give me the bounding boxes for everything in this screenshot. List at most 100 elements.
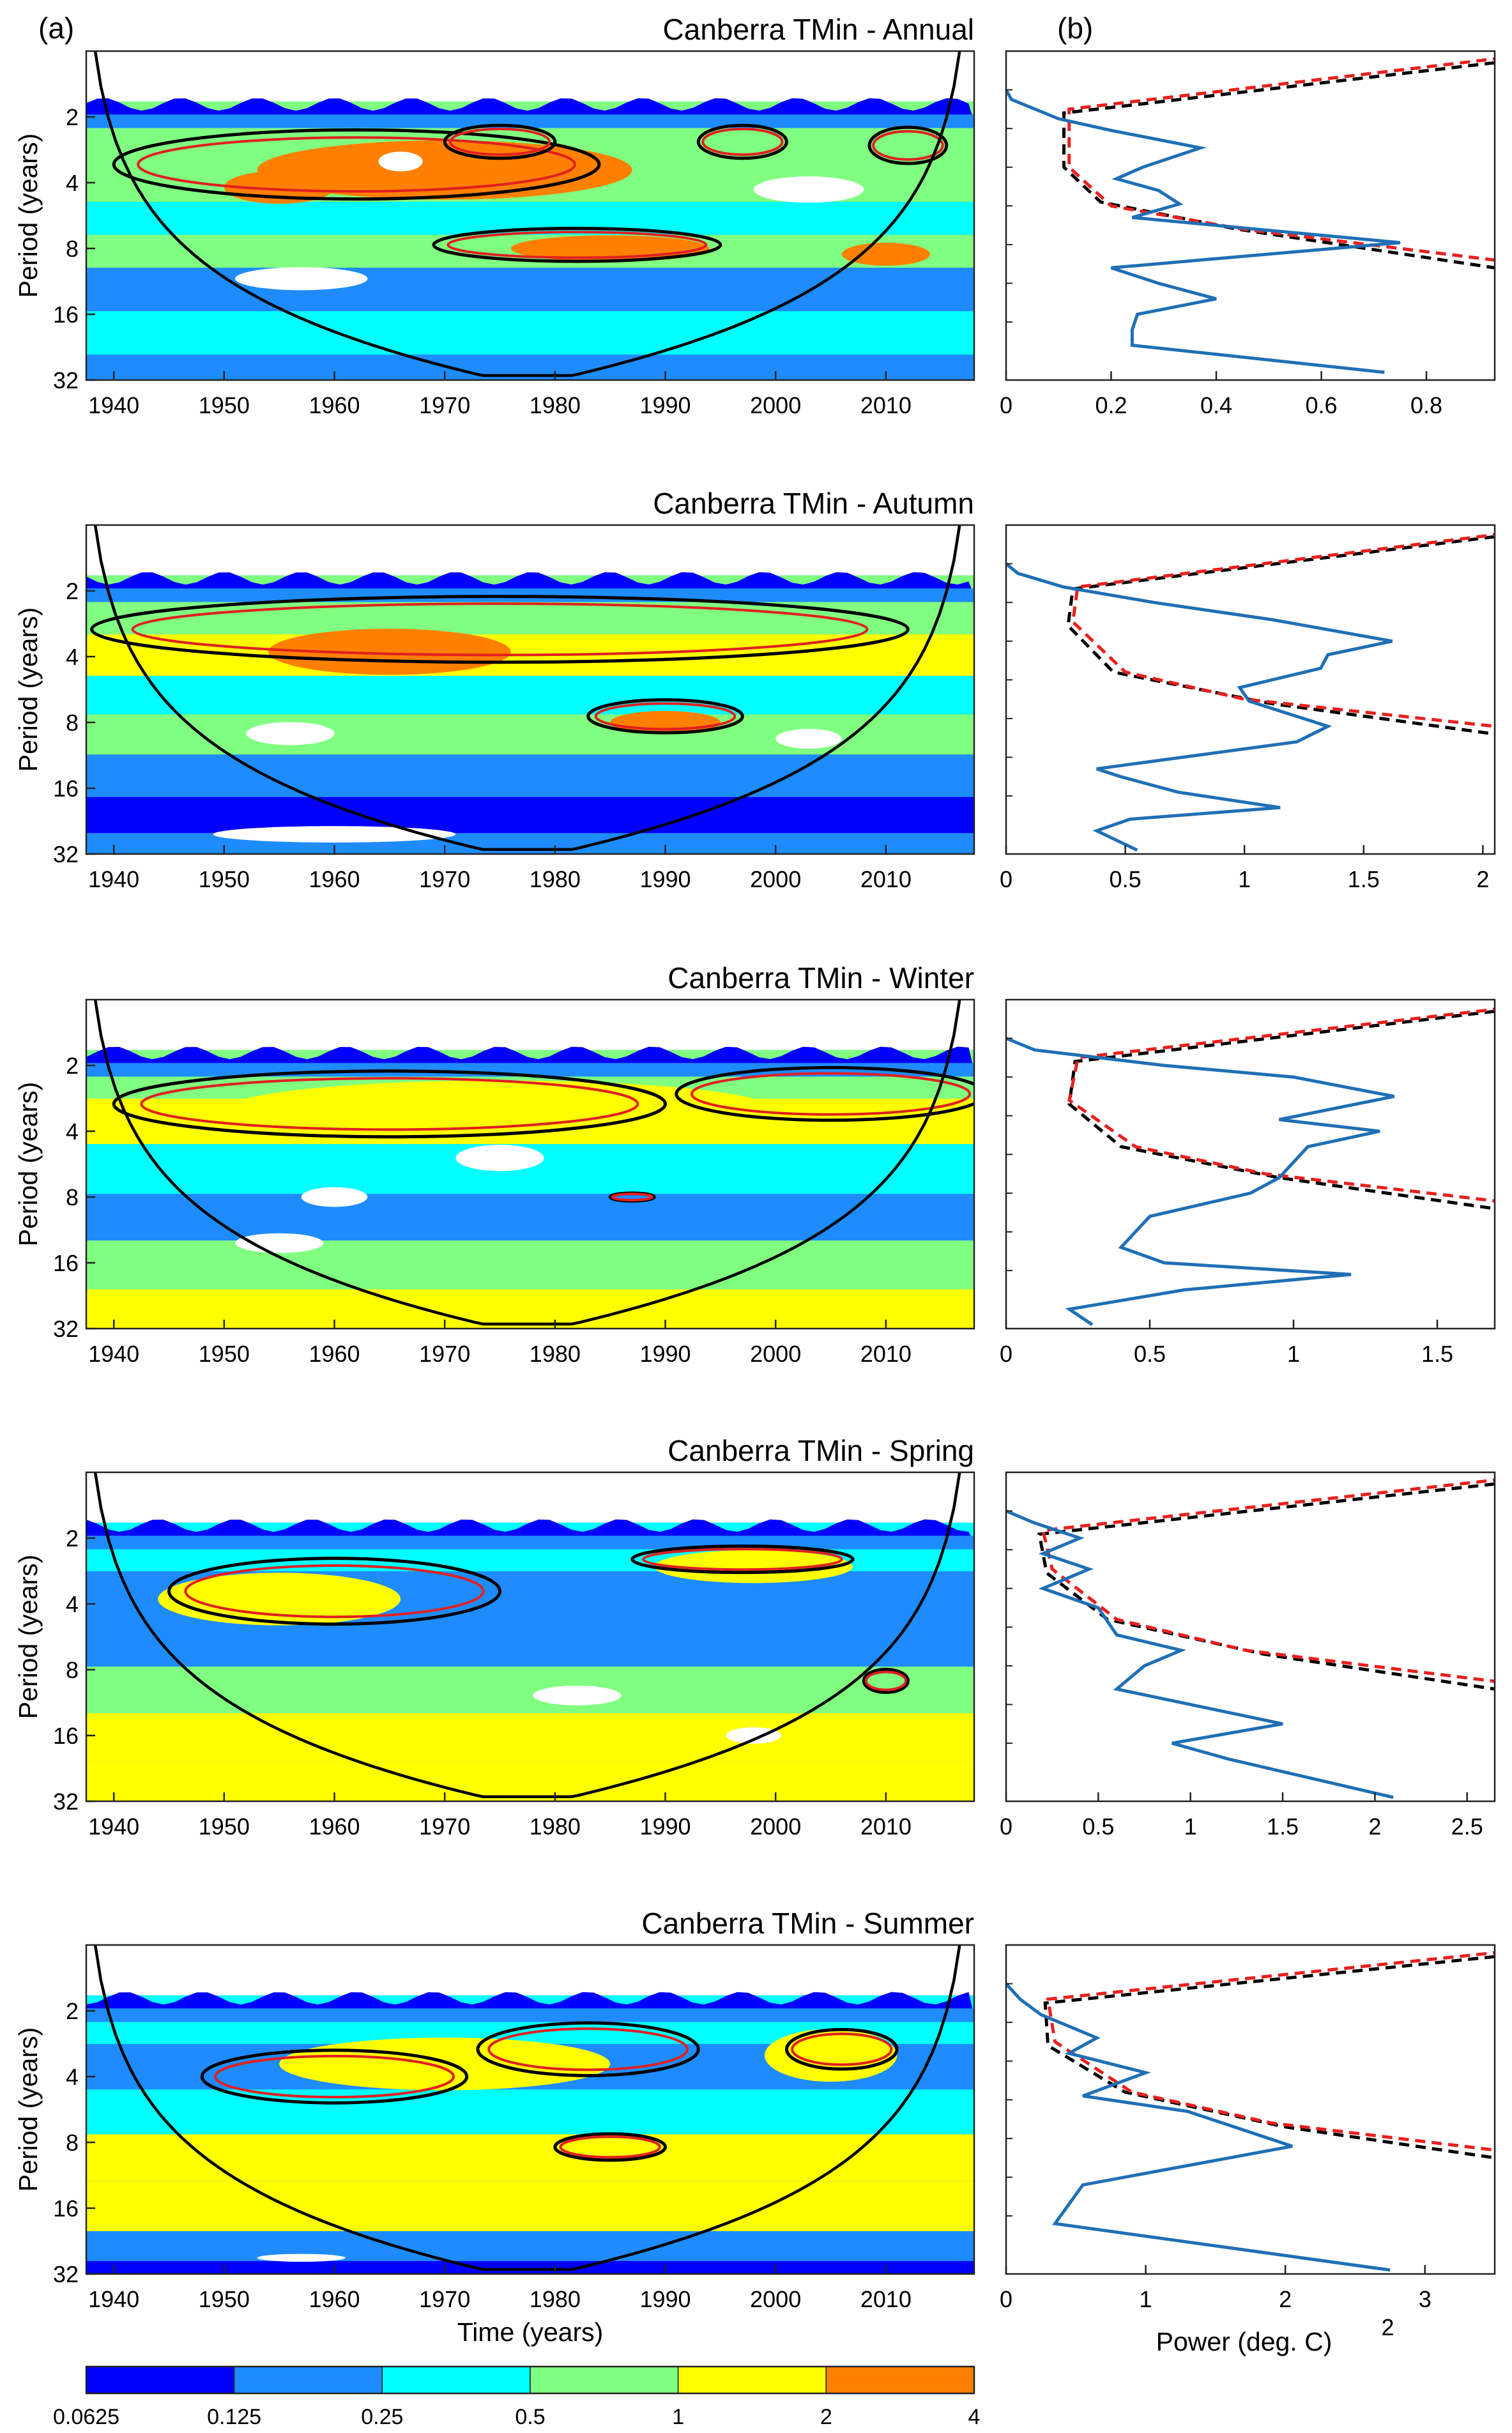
wavelet-band xyxy=(86,311,974,355)
panel-row-0: 1940 1950 1960 1970 1980 1990 2000 2010 2 4 8 16 32 P… xyxy=(13,13,1496,418)
global-power-spectrum xyxy=(1006,1982,1391,2272)
wavelet-power-blob xyxy=(654,1550,853,1583)
significance-contour-black xyxy=(167,1557,502,1626)
panel-row-4: 1940 1950 1960 1970 1980 1990 2000 20102481632P… xyxy=(13,1907,1496,2356)
significance-contour-red xyxy=(140,1077,639,1131)
wavelet-x-tick-label: 1980 xyxy=(530,1341,581,1367)
spectrum-x-tick-label: 0.4 xyxy=(1200,392,1232,418)
significance-contour-red xyxy=(447,231,708,259)
significance-contour-black xyxy=(90,595,910,664)
significance-contour-black xyxy=(112,128,601,201)
wavelet-power-blob xyxy=(235,267,368,291)
wavelet-x-tick-label: 1980 xyxy=(530,2286,581,2312)
wavelet-x-tick-label: 1990 xyxy=(639,866,691,892)
colorbar: 0.0625 0.125 0.25 0.5 1 2 4 xyxy=(53,2365,980,2429)
colorbar-tick-label: 0.125 xyxy=(207,2405,261,2429)
wavelet-x-tick-label: 1950 xyxy=(199,866,250,892)
wavelet-band xyxy=(86,2089,974,2135)
significance-contour-red xyxy=(611,1193,653,1201)
wavelet-y-tick-label: 16 xyxy=(53,2195,79,2222)
wavelet-x-tick-label: 1960 xyxy=(309,1813,360,1840)
wavelet-x-tick-label: 1950 xyxy=(199,392,250,418)
significance-line-red xyxy=(1041,1478,1495,1683)
wavelet-band xyxy=(86,1713,974,1762)
wavelet-x-tick-label: 1950 xyxy=(199,1813,250,1840)
wavelet-x-axis-label: Time (years) xyxy=(457,2317,604,2347)
wavelet-x-tick-label: 1990 xyxy=(639,1341,691,1367)
wavelet-axes-frame xyxy=(85,1471,975,1803)
panel-row-1: 1940 1950 1960 1970 1980 1990 2000 2010 2 4 8 16 32 P… xyxy=(13,487,1496,892)
significance-line-red xyxy=(1046,1951,1495,2152)
colorbar-tick-label: 2 xyxy=(820,2405,832,2429)
wavelet-power-blob xyxy=(257,140,632,200)
significance-line-black xyxy=(1066,535,1495,736)
wavelet-axes-frame xyxy=(85,524,975,855)
spectrum-x-tick-label: 1.5 xyxy=(1267,1813,1299,1840)
wavelet-band xyxy=(86,1240,974,1290)
spectrum-axes-frame xyxy=(1005,50,1496,381)
significance-contour-black xyxy=(675,1065,974,1122)
spectrum-plot xyxy=(1006,1478,1495,1799)
wavelet-band xyxy=(86,754,974,797)
wavelet-y-tick-label: 2 xyxy=(66,578,79,604)
wavelet-y-axis-label: Period (years) xyxy=(13,133,43,298)
spectrum-plot xyxy=(1006,1007,1495,1326)
wavelet-band xyxy=(86,2181,974,2232)
panel-title: Canberra TMin - Annual xyxy=(662,13,974,46)
significance-contour-red xyxy=(641,1548,843,1571)
colorbar-swatch xyxy=(825,2366,975,2394)
wavelet-y-tick-label: 32 xyxy=(53,841,79,867)
colorbar-tick-label: 0.0625 xyxy=(53,2405,119,2429)
spectrum-plot xyxy=(1006,57,1495,374)
wavelet-power-blob xyxy=(257,2254,346,2262)
spectrum-x-tick-label: 0 xyxy=(1000,1813,1012,1840)
colorbar-swatch xyxy=(530,2366,679,2394)
wavelet-x-tick-label: 1970 xyxy=(419,1813,470,1840)
wavelet-x-tick-label: 2010 xyxy=(860,2286,912,2312)
spectrum-x-tick-label: 0.5 xyxy=(1134,1341,1166,1367)
panel-label-a: (a) xyxy=(38,11,74,45)
spectrum-plot xyxy=(1006,1951,1495,2272)
spectrum-axes-frame xyxy=(1005,998,1496,1330)
wavelet-field xyxy=(86,51,974,380)
wavelet-edge-band xyxy=(86,2008,974,2022)
spectrum-x-axis-label: Power (deg. C) xyxy=(1156,2327,1333,2356)
wavelet-x-tick-label: 1950 xyxy=(199,2286,250,2312)
wavelet-y-tick-label: 16 xyxy=(53,1723,79,1749)
colorbar-swatch xyxy=(381,2366,531,2394)
wavelet-band xyxy=(86,268,974,312)
cone-of-influence xyxy=(93,1945,961,2271)
wavelet-x-tick-label: 2010 xyxy=(860,1813,912,1840)
significance-contour-black xyxy=(443,123,557,160)
significance-contour-black xyxy=(112,1069,668,1139)
global-power-spectrum xyxy=(1006,89,1401,374)
spectrum-axes-frame xyxy=(1005,1944,1496,2275)
wavelet-band xyxy=(86,1617,974,1667)
spectrum-x-tick-label: 0.2 xyxy=(1095,392,1127,418)
panel-title: Canberra TMin - Winter xyxy=(668,961,974,995)
significance-contour-black xyxy=(586,698,744,735)
significance-contour-black xyxy=(696,123,788,160)
wavelet-x-tick-label: 1980 xyxy=(530,392,581,418)
significance-contour-red xyxy=(872,130,944,161)
significance-contour-black xyxy=(784,2027,899,2071)
significance-contour-black xyxy=(200,2048,469,2105)
cone-of-influence xyxy=(93,1472,961,1799)
significance-contour-red xyxy=(690,1072,972,1116)
wavelet-power-blob xyxy=(775,729,842,749)
wavelet-band xyxy=(86,1289,974,1329)
spectrum-x-tick-label: 1 xyxy=(1238,866,1251,892)
panel-title: Canberra TMin - Autumn xyxy=(653,487,974,520)
wavelet-x-tick-label: 1960 xyxy=(309,1341,360,1367)
wavelet-y-tick-label: 2 xyxy=(66,1525,79,1552)
spectrum-x-tick-label: 1 xyxy=(1140,2286,1152,2312)
wavelet-band xyxy=(86,1762,974,1801)
wavelet-y-tick-label: 2 xyxy=(66,104,79,130)
significance-contour-red xyxy=(864,1670,907,1691)
wavelet-y-tick-label: 4 xyxy=(66,1591,79,1617)
significance-line-black xyxy=(1067,1009,1495,1210)
spectrum-x-tick-label: 0.5 xyxy=(1082,1813,1114,1840)
wavelet-axes-frame xyxy=(85,1944,975,2275)
significance-contour-black xyxy=(553,2132,668,2162)
